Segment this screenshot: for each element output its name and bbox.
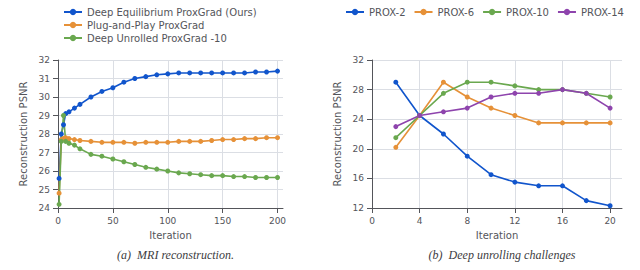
svg-text:12: 12	[353, 203, 364, 213]
svg-text:20: 20	[604, 216, 616, 226]
svg-text:Iteration: Iteration	[149, 230, 191, 241]
svg-text:Iteration: Iteration	[476, 230, 518, 241]
svg-text:0: 0	[55, 216, 61, 226]
svg-text:150: 150	[214, 216, 231, 226]
svg-text:4: 4	[417, 216, 423, 226]
svg-text:20: 20	[353, 144, 365, 154]
svg-text:24: 24	[353, 114, 365, 124]
svg-text:31: 31	[39, 74, 50, 84]
svg-text:Deep Equilibrium ProxGrad (Our: Deep Equilibrium ProxGrad (Ours)	[87, 7, 257, 18]
svg-text:(a) MRI reconstruction.: (a) MRI reconstruction.	[117, 248, 234, 262]
svg-text:8: 8	[464, 216, 470, 226]
svg-text:Plug-and-Play ProxGrad: Plug-and-Play ProxGrad	[87, 20, 204, 31]
svg-text:PROX-2: PROX-2	[369, 7, 406, 18]
svg-text:32: 32	[39, 55, 50, 65]
svg-text:30: 30	[39, 92, 51, 102]
svg-text:0: 0	[369, 216, 375, 226]
svg-text:16: 16	[557, 216, 569, 226]
svg-text:Deep Unrolled ProxGrad -10: Deep Unrolled ProxGrad -10	[87, 33, 227, 44]
svg-text:16: 16	[353, 173, 365, 183]
svg-text:24: 24	[39, 203, 51, 213]
svg-text:(b) Deep unrolling challenges: (b) Deep unrolling challenges	[429, 248, 576, 262]
svg-text:100: 100	[159, 216, 176, 226]
svg-text:12: 12	[509, 216, 520, 226]
svg-text:PROX-10: PROX-10	[506, 7, 549, 18]
svg-text:PROX-6: PROX-6	[438, 7, 475, 18]
svg-text:32: 32	[353, 55, 364, 65]
svg-text:28: 28	[353, 85, 365, 95]
svg-text:Reconstruction PSNR: Reconstruction PSNR	[332, 82, 343, 187]
svg-text:Reconstruction PSNR: Reconstruction PSNR	[18, 82, 29, 187]
svg-text:27: 27	[39, 148, 50, 158]
svg-text:50: 50	[107, 216, 119, 226]
svg-text:26: 26	[39, 166, 51, 176]
svg-text:PROX-14: PROX-14	[581, 7, 624, 18]
svg-text:25: 25	[39, 185, 50, 195]
svg-text:200: 200	[269, 216, 286, 226]
svg-text:28: 28	[39, 129, 51, 139]
svg-text:29: 29	[39, 111, 51, 121]
